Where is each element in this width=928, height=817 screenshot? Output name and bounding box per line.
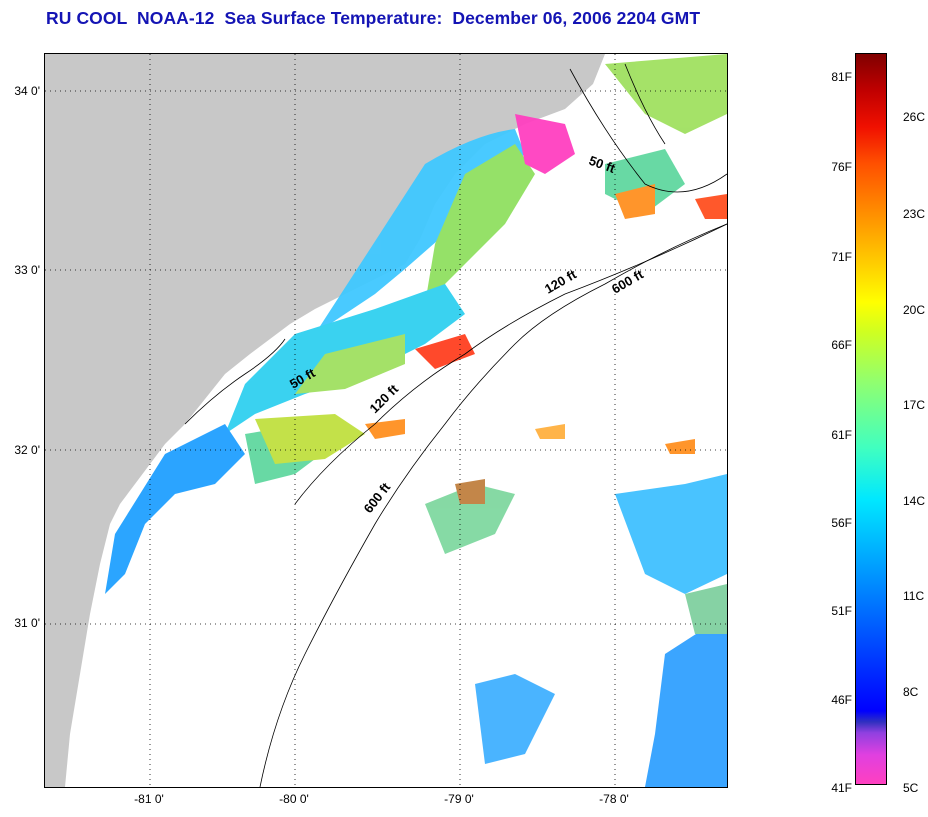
cb-label-26c: 26C	[903, 110, 926, 124]
cb-label-11c: 11C	[903, 589, 925, 603]
lon-label-78: -78 0'	[599, 792, 629, 806]
temperature-colorbar	[855, 53, 887, 785]
cb-label-17c: 17C	[903, 398, 926, 412]
isobath-label-120ft-south: 120 ft	[367, 381, 402, 416]
sst-map-canvas: 50 ft 120 ft 600 ft 50 ft 120 ft 600 ft	[45, 54, 727, 787]
cb-label-66f: 66F	[831, 338, 852, 352]
graticule	[45, 54, 727, 787]
land-area	[45, 54, 605, 787]
cb-label-56f: 56F	[831, 516, 852, 530]
lon-label-81: -81 0'	[134, 792, 164, 806]
cb-label-41f: 41F	[831, 781, 852, 795]
cb-label-5c: 5C	[903, 781, 919, 795]
isobath-lines	[184, 63, 727, 787]
cb-label-76f: 76F	[831, 160, 852, 174]
cb-label-23c: 23C	[903, 207, 926, 221]
cb-label-14c: 14C	[903, 494, 926, 508]
lat-label-33: 33 0'	[14, 263, 40, 277]
cb-label-51f: 51F	[831, 604, 852, 618]
sst-patches	[105, 54, 727, 787]
cb-label-61f: 61F	[831, 428, 852, 442]
cb-label-8c: 8C	[903, 685, 919, 699]
cb-label-71f: 71F	[831, 250, 852, 264]
lon-label-79: -79 0'	[444, 792, 474, 806]
isobath-label-600ft-south: 600 ft	[361, 479, 394, 516]
isobath-label-50ft-north: 50 ft	[587, 153, 618, 176]
sst-map: 50 ft 120 ft 600 ft 50 ft 120 ft 600 ft	[44, 53, 728, 788]
lat-label-32: 32 0'	[14, 443, 40, 457]
lat-label-31: 31 0'	[14, 616, 40, 630]
map-title: RU COOL NOAA-12 Sea Surface Temperature:…	[46, 8, 701, 28]
cb-label-20c: 20C	[903, 303, 926, 317]
cb-label-46f: 46F	[831, 693, 852, 707]
lat-label-34: 34 0'	[14, 84, 40, 98]
isobath-label-120ft-north: 120 ft	[542, 266, 579, 296]
cb-label-81f: 81F	[831, 70, 852, 84]
lon-label-80: -80 0'	[279, 792, 309, 806]
